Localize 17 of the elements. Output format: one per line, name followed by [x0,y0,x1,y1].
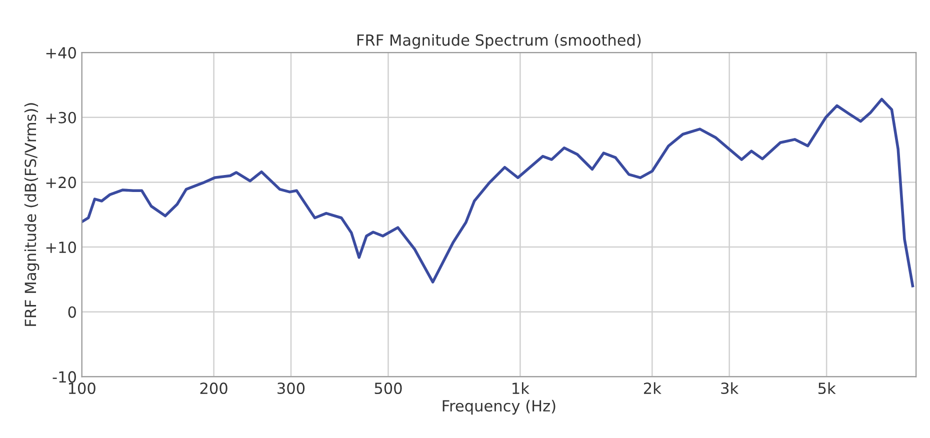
y-axis-title: FRF Magnitude (dB(FS/Vrms)) [24,103,40,326]
x-tick-label: 3k [721,382,739,394]
x-tick-label: 1k [512,382,530,394]
y-tick-label: +30 [46,112,76,124]
x-tick-label: 200 [200,382,228,394]
y-tick-label: +10 [46,241,76,254]
x-axis-title: Frequency (Hz) [442,400,556,415]
y-tick-label: +40 [46,47,76,59]
chart-title: FRF Magnitude Spectrum (smoothed) [357,34,641,49]
x-tick-label: 300 [278,382,305,394]
x-tick-label: 500 [374,382,402,394]
x-tick-label: 5k [818,382,836,394]
x-tick-label: 2k [644,382,662,394]
y-tick-label: 0 [68,306,76,318]
y-tick-label: +20 [46,176,76,188]
y-tick-label: -10 [52,371,76,383]
x-tick-label: 100 [68,382,96,394]
